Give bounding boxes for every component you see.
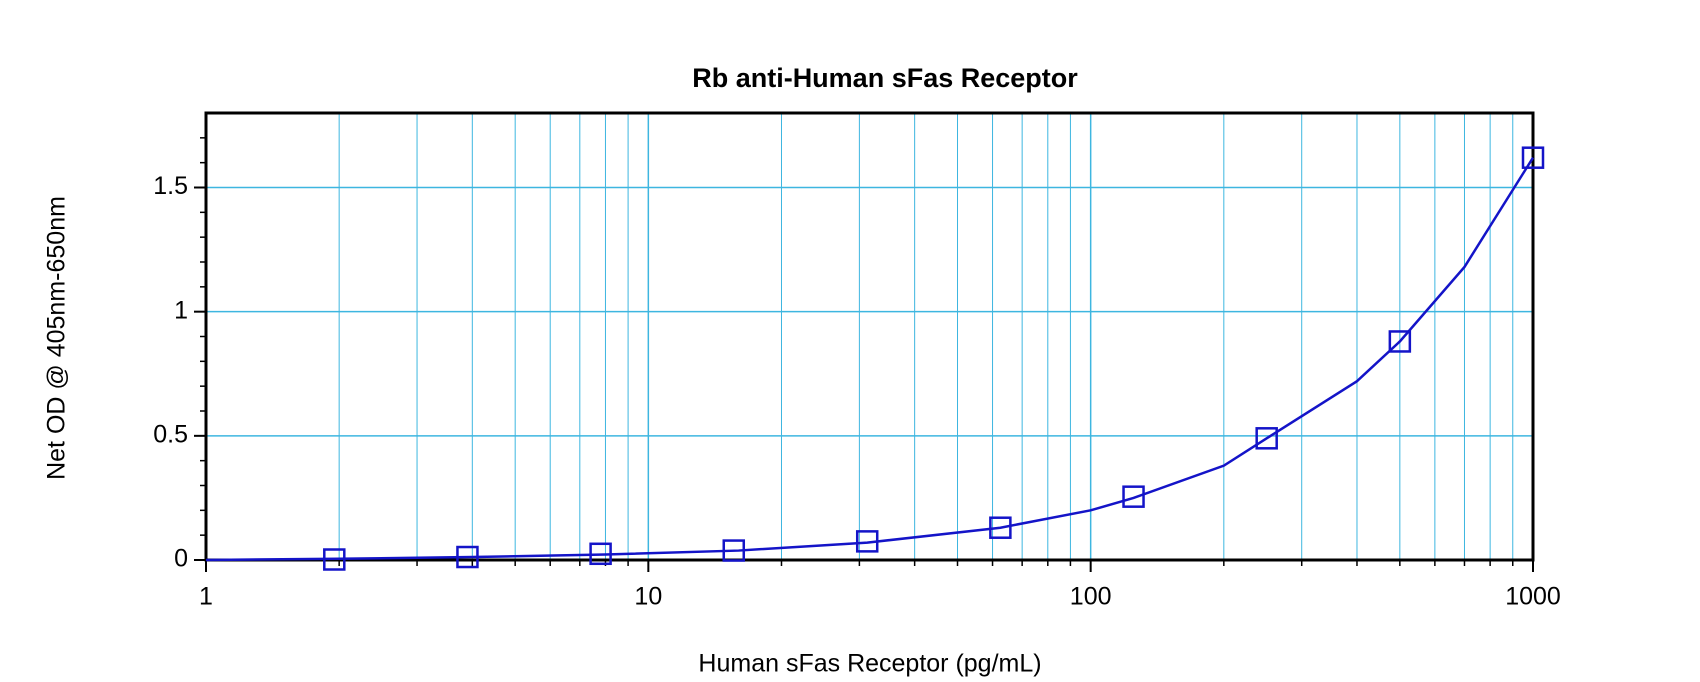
y-tick-label: 0.5	[153, 420, 188, 448]
y-axis-label: Net OD @ 405nm-650nm	[43, 196, 71, 480]
chart-title: Rb anti-Human sFas Receptor	[692, 63, 1078, 93]
data-point	[1388, 330, 1412, 353]
data-point	[1521, 146, 1545, 169]
x-tick-label: 1000	[1505, 583, 1561, 611]
fit-curve	[205, 157, 1535, 562]
plot-frame	[204, 111, 1535, 562]
x-tick-label: 10	[634, 583, 662, 611]
y-tick-label: 0	[174, 545, 188, 573]
data-point	[1122, 485, 1145, 508]
x-tick-label: 1	[199, 583, 213, 611]
x-tick-label: 100	[1070, 583, 1112, 611]
y-tick-label: 1	[174, 296, 188, 324]
data-point	[1255, 427, 1278, 450]
y-tick-label: 1.5	[153, 172, 188, 200]
x-axis-label: Human sFas Receptor (pg/mL)	[698, 650, 1041, 678]
